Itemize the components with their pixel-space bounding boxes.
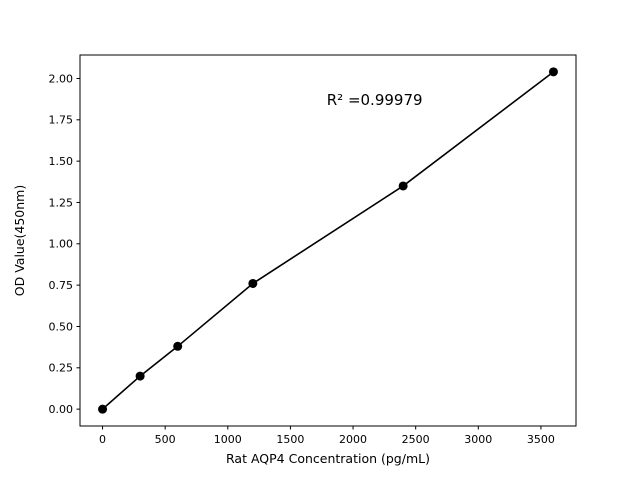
r-squared-annotation: R² =0.99979: [327, 91, 423, 109]
x-tick-label: 1500: [276, 433, 304, 446]
y-tick-label: 1.00: [49, 238, 74, 251]
x-tick-label: 2000: [339, 433, 367, 446]
y-tick-label: 0.00: [49, 403, 74, 416]
y-tick-label: 0.25: [49, 362, 74, 375]
data-point-marker: [248, 278, 258, 288]
x-tick-label: 0: [99, 433, 106, 446]
data-point-marker: [173, 341, 183, 351]
data-point-marker: [98, 404, 108, 414]
x-tick-label: 1000: [214, 433, 242, 446]
plot-frame: [79, 54, 577, 427]
data-point-marker: [135, 371, 145, 381]
y-tick-label: 1.75: [49, 114, 74, 127]
y-tick-label: 1.50: [49, 155, 74, 168]
data-point-marker: [548, 67, 558, 77]
data-point-marker: [398, 181, 408, 191]
x-tick-label: 3000: [464, 433, 492, 446]
y-tick-label: 0.75: [49, 279, 74, 292]
fit-line: [102, 71, 554, 410]
x-tick-label: 500: [155, 433, 176, 446]
y-tick-label: 0.50: [49, 320, 74, 333]
y-tick-label: 2.00: [49, 72, 74, 85]
x-tick-label: 2500: [402, 433, 430, 446]
y-tick-label: 1.25: [49, 196, 74, 209]
x-axis-label: Rat AQP4 Concentration (pg/mL): [226, 451, 430, 466]
y-axis-label: OD Value(450nm): [12, 185, 27, 296]
x-tick-label: 3500: [527, 433, 555, 446]
